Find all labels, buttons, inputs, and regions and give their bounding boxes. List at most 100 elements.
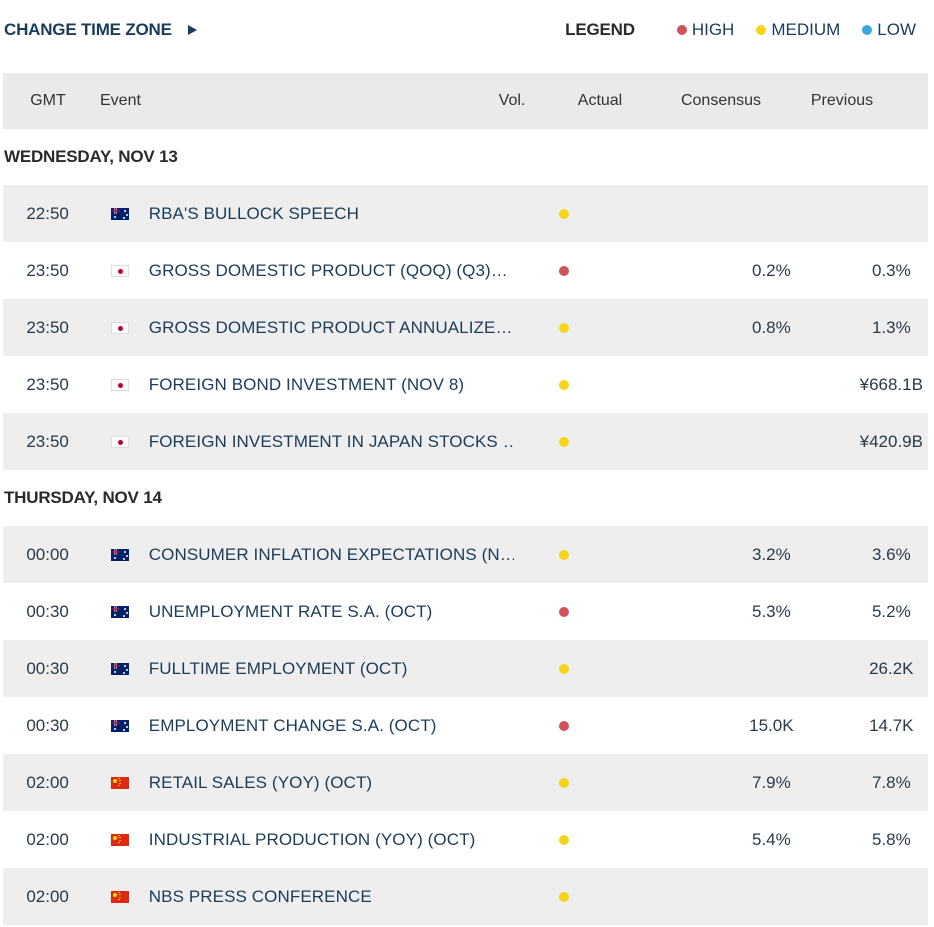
event-volatility — [514, 322, 615, 333]
event-consensus: 0.8% — [751, 317, 791, 337]
event-name[interactable]: GROSS DOMESTIC PRODUCT (QOQ) (Q3)… — [148, 260, 508, 280]
event-previous: 5.8% — [871, 829, 911, 849]
medium-volatility-dot-icon — [559, 777, 570, 788]
legend: LEGEND HIGH MEDIUM LOW — [565, 20, 916, 40]
event-volatility — [514, 436, 615, 447]
column-header-vol[interactable]: Vol. — [498, 92, 526, 109]
table-row[interactable]: 00:30 FULLTIME EMPLOYMENT (OCT) 26.2K — [3, 640, 928, 697]
event-name[interactable]: CONSUMER INFLATION EXPECTATIONS (N… — [148, 544, 514, 564]
event-previous: 3.6% — [871, 544, 911, 564]
table-row[interactable]: 00:30 UNEMPLOYMENT RATE S.A. (OCT) 5.3% 5.2… — [3, 583, 928, 640]
change-time-zone-label: CHANGE TIME ZONE — [4, 20, 172, 39]
medium-volatility-dot-icon — [559, 549, 570, 560]
event-previous: 1.3% — [871, 317, 911, 337]
event-previous: ¥420.9B — [859, 431, 923, 451]
high-volatility-dot-icon — [559, 606, 570, 617]
event-country — [92, 207, 149, 220]
event-consensus: 5.3% — [751, 601, 791, 621]
japan-flag-icon — [111, 321, 130, 334]
event-name[interactable]: RETAIL SALES (YOY) (OCT) — [148, 772, 373, 792]
event-volatility — [514, 834, 615, 845]
event-time: 22:50 — [26, 203, 69, 223]
table-row[interactable]: 02:00 RETAIL SALES (YOY) (OCT) 7.9% 7.8% — [3, 754, 928, 811]
australia-flag-icon — [111, 719, 130, 732]
table-row[interactable]: 02:00 INDUSTRIAL PRODUCTION (YOY) (OCT) 5.… — [3, 811, 928, 868]
calendar-toolbar: CHANGE TIME ZONE LEGEND HIGH MEDIUM LOW — [0, 0, 934, 62]
event-country — [92, 435, 149, 448]
event-time: 00:30 — [26, 601, 69, 621]
event-consensus: 0.2% — [751, 260, 791, 280]
event-country — [92, 548, 149, 561]
table-row[interactable]: 23:50 FOREIGN BOND INVESTMENT (NOV 8) ¥668… — [3, 356, 928, 413]
legend-label-low: LOW — [877, 20, 916, 39]
high-dot-icon — [676, 25, 687, 35]
column-header-previous[interactable]: Previous — [810, 92, 874, 109]
event-country — [92, 662, 149, 675]
event-consensus: 15.0K — [749, 715, 794, 735]
table-row[interactable]: 02:00 NBS PRESS CONFERENCE — [3, 868, 928, 925]
event-name[interactable]: FOREIGN INVESTMENT IN JAPAN STOCKS … — [148, 431, 514, 451]
table-row[interactable]: 22:50 RBA'S BULLOCK SPEECH — [3, 185, 928, 242]
events-table: GMT Event Vol. Actual Consensus Previous… — [3, 73, 928, 925]
event-country — [92, 833, 149, 846]
event-previous: 26.2K — [869, 658, 914, 678]
event-name[interactable]: NBS PRESS CONFERENCE — [148, 886, 372, 906]
event-consensus: 5.4% — [751, 829, 791, 849]
table-row[interactable]: 00:30 EMPLOYMENT CHANGE S.A. (OCT) 15.0K 14… — [3, 697, 928, 754]
event-previous: 14.7K — [869, 715, 914, 735]
event-time: 23:50 — [26, 374, 69, 394]
event-country — [92, 321, 149, 334]
table-row[interactable]: 23:50 GROSS DOMESTIC PRODUCT ANNUALIZE… 0.… — [3, 299, 928, 356]
event-volatility — [514, 777, 615, 788]
column-header-event[interactable]: Event — [100, 92, 141, 109]
event-volatility — [514, 663, 615, 674]
event-name[interactable]: INDUSTRIAL PRODUCTION (YOY) (OCT) — [148, 829, 476, 849]
china-flag-icon — [111, 890, 130, 903]
column-header-gmt[interactable]: GMT — [30, 92, 66, 109]
event-previous: ¥668.1B — [859, 374, 923, 394]
event-name[interactable]: GROSS DOMESTIC PRODUCT ANNUALIZE… — [148, 317, 513, 337]
legend-label-medium: MEDIUM — [771, 20, 841, 39]
column-header-actual[interactable]: Actual — [577, 92, 623, 109]
event-name[interactable]: UNEMPLOYMENT RATE S.A. (OCT) — [148, 601, 433, 621]
legend-item-low: LOW — [862, 20, 916, 40]
legend-label-high: HIGH — [691, 20, 735, 39]
event-volatility — [514, 891, 615, 902]
event-previous: 5.2% — [871, 601, 911, 621]
table-header: GMT Event Vol. Actual Consensus Previous — [3, 73, 928, 129]
event-consensus: 7.9% — [751, 772, 791, 792]
high-volatility-dot-icon — [559, 720, 570, 731]
event-time: 23:50 — [26, 317, 69, 337]
table-row[interactable]: 23:50 GROSS DOMESTIC PRODUCT (QOQ) (Q3)… 0… — [3, 242, 928, 299]
event-name[interactable]: EMPLOYMENT CHANGE S.A. (OCT) — [148, 715, 437, 735]
china-flag-icon — [111, 776, 130, 789]
event-volatility — [514, 720, 615, 731]
japan-flag-icon — [111, 378, 130, 391]
event-name[interactable]: RBA'S BULLOCK SPEECH — [148, 203, 360, 223]
day-header: THURSDAY, NOV 14 — [4, 488, 162, 507]
australia-flag-icon — [111, 662, 130, 675]
table-row[interactable]: 00:00 CONSUMER INFLATION EXPECTATIONS (N…… — [3, 526, 928, 583]
event-name[interactable]: FULLTIME EMPLOYMENT (OCT) — [148, 658, 408, 678]
day-header: WEDNESDAY, NOV 13 — [4, 147, 178, 166]
event-previous: 7.8% — [871, 772, 911, 792]
table-row[interactable]: 23:50 FOREIGN INVESTMENT IN JAPAN STOCKS … — [3, 413, 928, 470]
event-time: 00:30 — [26, 658, 69, 678]
medium-volatility-dot-icon — [559, 834, 570, 845]
event-country — [92, 605, 149, 618]
high-volatility-dot-icon — [559, 265, 570, 276]
low-dot-icon — [862, 25, 873, 35]
medium-volatility-dot-icon — [559, 379, 570, 390]
event-time: 00:00 — [26, 544, 69, 564]
medium-volatility-dot-icon — [559, 891, 570, 902]
change-time-zone-button[interactable]: CHANGE TIME ZONE — [4, 20, 197, 40]
event-name[interactable]: FOREIGN BOND INVESTMENT (NOV 8) — [148, 374, 465, 394]
event-volatility — [514, 379, 615, 390]
australia-flag-icon — [111, 207, 130, 220]
column-header-consensus[interactable]: Consensus — [680, 92, 762, 109]
legend-title: LEGEND — [565, 20, 635, 39]
event-previous: 0.3% — [871, 260, 911, 280]
australia-flag-icon — [111, 605, 130, 618]
medium-volatility-dot-icon — [559, 436, 570, 447]
play-arrow-icon — [187, 25, 197, 35]
